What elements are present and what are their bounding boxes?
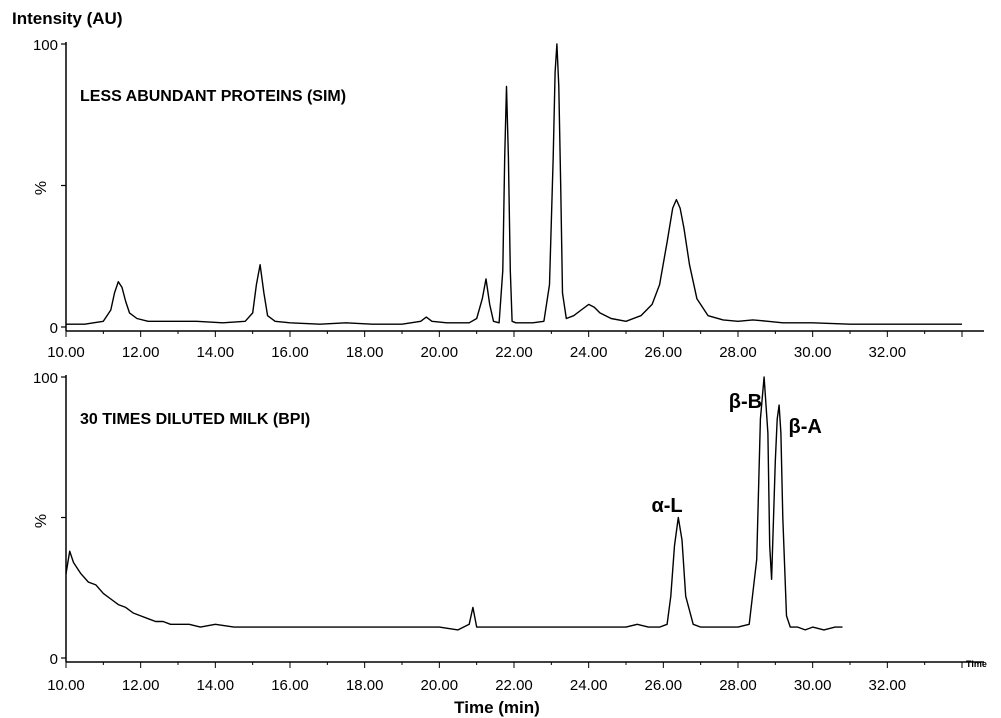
x-tick-label: 30.00: [794, 344, 832, 361]
x-tick-label: 18.00: [346, 677, 384, 694]
panel-title: 30 TIMES DILUTED MILK (BPI): [80, 411, 310, 428]
chromatogram-trace: [65, 376, 843, 631]
panel-bpi: 0 100% 10.00 12.00 14.00 16.00 18.00 20.00 22.00…: [33, 370, 987, 694]
x-tick-label: 22.00: [495, 344, 533, 361]
x-axis-title: Time (min): [454, 698, 540, 717]
x-tick-label: 24.00: [570, 677, 608, 694]
x-tick-label: 18.00: [346, 344, 384, 361]
peak-label: α-L: [651, 495, 682, 517]
y-axis-label: %: [33, 181, 50, 195]
y-axis-title: Intensity (AU): [12, 9, 123, 28]
x-tick-label: 16.00: [271, 677, 309, 694]
x-tick-label: 26.00: [645, 344, 683, 361]
x-tick-label: 20.00: [421, 677, 459, 694]
x-tick-label: 32.00: [869, 677, 907, 694]
x-tick-label: 24.00: [570, 344, 608, 361]
x-tick-label: 12.00: [122, 344, 160, 361]
y-tick-label: 100: [33, 370, 58, 387]
x-tick-label: 28.00: [719, 677, 757, 694]
x-tick-label: 14.00: [197, 677, 235, 694]
y-tick-label: 0: [50, 320, 58, 337]
panel-sim: 0 100% 10.00 12.00 14.00 16.00 18.00 20.00 22.00…: [33, 37, 984, 361]
y-tick-label: 100: [33, 37, 58, 54]
x-tick-label: 32.00: [869, 344, 907, 361]
peak-label: β-A: [789, 416, 822, 438]
peak-label: β-B: [729, 391, 762, 413]
x-corner-label: Time: [966, 659, 987, 669]
y-tick-label: 0: [50, 651, 58, 668]
x-tick-label: 20.00: [421, 344, 459, 361]
x-tick-label: 28.00: [719, 344, 757, 361]
panel-title: LESS ABUNDANT PROTEINS (SIM): [80, 88, 346, 105]
x-tick-label: 10.00: [47, 344, 85, 361]
x-tick-label: 22.00: [495, 677, 533, 694]
x-tick-label: 26.00: [645, 677, 683, 694]
x-tick-label: 16.00: [271, 344, 309, 361]
chromatogram-trace: [66, 43, 962, 325]
y-axis-label: %: [33, 514, 50, 528]
x-tick-label: 12.00: [122, 677, 160, 694]
x-tick-label: 10.00: [47, 677, 85, 694]
x-tick-label: 14.00: [197, 344, 235, 361]
x-tick-label: 30.00: [794, 677, 832, 694]
